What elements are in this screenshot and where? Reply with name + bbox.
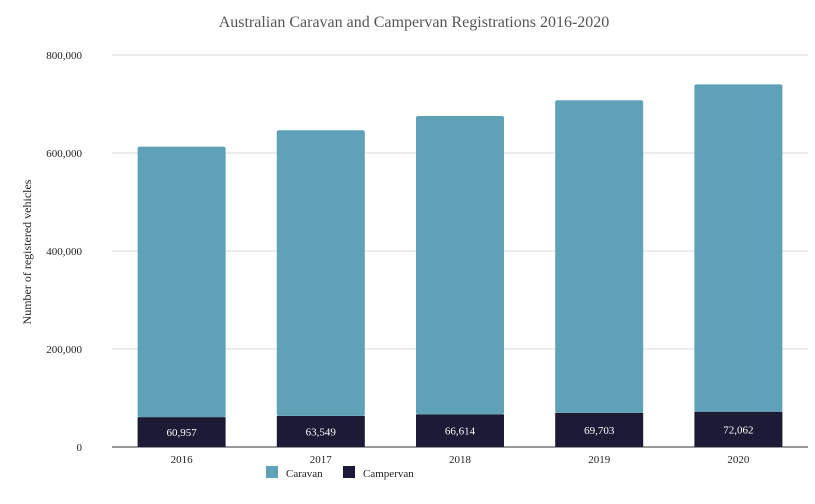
data-label: 63,549 — [306, 426, 337, 438]
data-label: 72,062 — [723, 424, 753, 436]
data-label: 66,614 — [445, 426, 476, 438]
bar-campervan-2020 — [694, 411, 783, 447]
bar-caravan-2020 — [694, 84, 783, 412]
chart-title: Australian Caravan and Campervan Registr… — [219, 14, 610, 31]
x-tick-label: 2019 — [588, 454, 611, 466]
y-tick-label: 200,000 — [46, 344, 82, 356]
bar-campervan-2017 — [276, 415, 365, 447]
bar-caravan-2018 — [416, 115, 504, 415]
bar-caravan-2019 — [555, 100, 644, 413]
bar-campervan-2019 — [555, 412, 644, 447]
legend-swatch-caravan — [266, 466, 278, 478]
legend-label: Caravan — [286, 468, 323, 480]
data-label: 69,703 — [584, 425, 615, 437]
x-tick-label: 2020 — [727, 454, 750, 466]
y-tick-label: 600,000 — [46, 148, 82, 160]
legend-swatch-campervan — [343, 466, 355, 478]
legend-label: Campervan — [363, 468, 414, 480]
x-tick-label: 2018 — [449, 454, 472, 466]
bar-caravan-2016 — [137, 146, 226, 418]
y-tick-label: 0 — [77, 442, 83, 454]
y-tick-label: 400,000 — [46, 246, 82, 258]
data-label: 60,957 — [166, 427, 197, 439]
bar-campervan-2018 — [416, 414, 504, 447]
x-tick-label: 2017 — [310, 454, 333, 466]
bar-campervan-2016 — [137, 417, 226, 447]
bar-caravan-2017 — [276, 130, 365, 416]
x-tick-label: 2016 — [171, 454, 194, 466]
y-axis-label: Number of registered vehicles — [20, 179, 34, 324]
y-tick-label: 800,000 — [46, 50, 82, 62]
